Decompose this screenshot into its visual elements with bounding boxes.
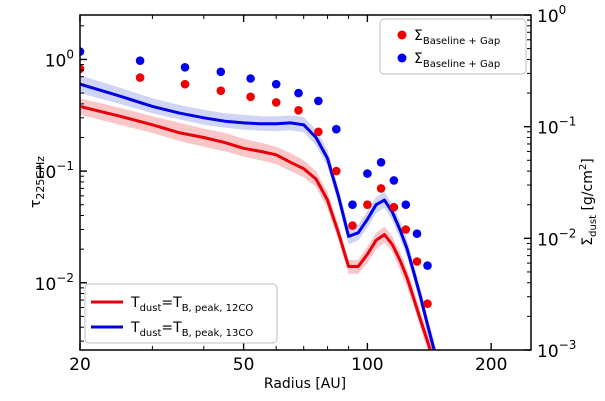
- legend-upper: ΣBaseline + Gap ΣBaseline + Gap: [379, 18, 527, 75]
- data-point-0-2: [180, 79, 190, 89]
- y2-tick-label-−2: 10−2: [537, 226, 576, 250]
- y-tick-label-0: 100: [45, 47, 74, 71]
- x-tick-label-50: 50: [233, 355, 255, 375]
- model-line-0: [80, 104, 432, 350]
- data-point-1-0: [80, 47, 85, 56]
- uncertainty-band-1: [80, 75, 437, 350]
- legend-marker-blue: [397, 53, 407, 63]
- data-point-0-3: [216, 86, 226, 95]
- x-tick-label-20: 20: [69, 355, 91, 375]
- data-point-0-15: [423, 299, 432, 309]
- tick-labels: 20 50 100 200 10−2 10−1 100 10−3 10−2 10−1 100: [35, 3, 577, 375]
- data-point-1-13: [401, 200, 411, 209]
- data-point-0-1: [135, 73, 145, 82]
- y-axis-label: τ225GHz: [28, 156, 47, 208]
- data-point-1-1: [135, 56, 145, 65]
- plot-frame: [79, 14, 532, 351]
- data-point-1-10: [363, 169, 372, 178]
- data-points: [80, 47, 432, 309]
- legend-marker-red: [397, 30, 407, 40]
- model-lines: [80, 82, 436, 350]
- uncertainty-band-0: [80, 98, 434, 350]
- legend-label-scatter-blue: ΣBaseline + Gap: [414, 51, 500, 70]
- data-point-1-3: [216, 67, 226, 77]
- x-axis-label: Radius [AU]: [264, 376, 346, 392]
- model-line-1: [80, 82, 436, 350]
- data-point-0-8: [332, 166, 341, 176]
- data-point-1-6: [294, 88, 303, 98]
- y2-tick-label-−3: 10−3: [537, 338, 576, 362]
- x-tick-label-200: 200: [475, 355, 507, 375]
- x-tick-label-100: 100: [351, 355, 383, 375]
- data-point-0-12: [389, 202, 399, 212]
- uncertainty-bands: [80, 75, 437, 350]
- legend-label-scatter-red: ΣBaseline + Gap: [414, 28, 500, 47]
- data-point-0-9: [348, 221, 357, 230]
- legend-label-line-red: Tdust=TB, peak, 12CO: [130, 295, 253, 314]
- data-point-1-7: [314, 96, 323, 106]
- data-point-0-11: [376, 184, 386, 193]
- data-point-0-7: [314, 127, 323, 137]
- data-point-0-4: [246, 92, 255, 102]
- data-point-1-5: [271, 79, 281, 89]
- data-point-1-14: [412, 229, 422, 238]
- data-point-0-0: [80, 64, 85, 74]
- data-point-1-11: [376, 158, 386, 167]
- data-point-0-5: [271, 98, 281, 107]
- data-point-1-12: [389, 176, 399, 185]
- data-point-1-8: [332, 124, 341, 134]
- data-point-0-6: [294, 106, 303, 115]
- axis-ticks: [79, 14, 531, 351]
- legend-label-line-blue: Tdust=TB, peak, 13CO: [130, 320, 253, 339]
- y2-tick-label-−1: 10−1: [537, 115, 576, 139]
- y2-tick-label-0: 100: [537, 3, 566, 27]
- data-point-1-15: [423, 261, 432, 270]
- data-point-1-2: [180, 63, 190, 72]
- y2-axis-label: Σdust [g/cm2]: [578, 158, 599, 245]
- legend-lower: Tdust=TB, peak, 12CO Tdust=TB, peak, 13C…: [84, 283, 278, 344]
- data-point-0-10: [363, 200, 372, 209]
- data-point-1-4: [246, 74, 255, 83]
- data-point-1-9: [348, 200, 357, 209]
- data-point-0-14: [412, 257, 422, 266]
- y-tick-label-−1: 10−1: [35, 159, 74, 183]
- data-point-0-13: [401, 225, 411, 234]
- y-tick-label-−2: 10−2: [35, 271, 74, 295]
